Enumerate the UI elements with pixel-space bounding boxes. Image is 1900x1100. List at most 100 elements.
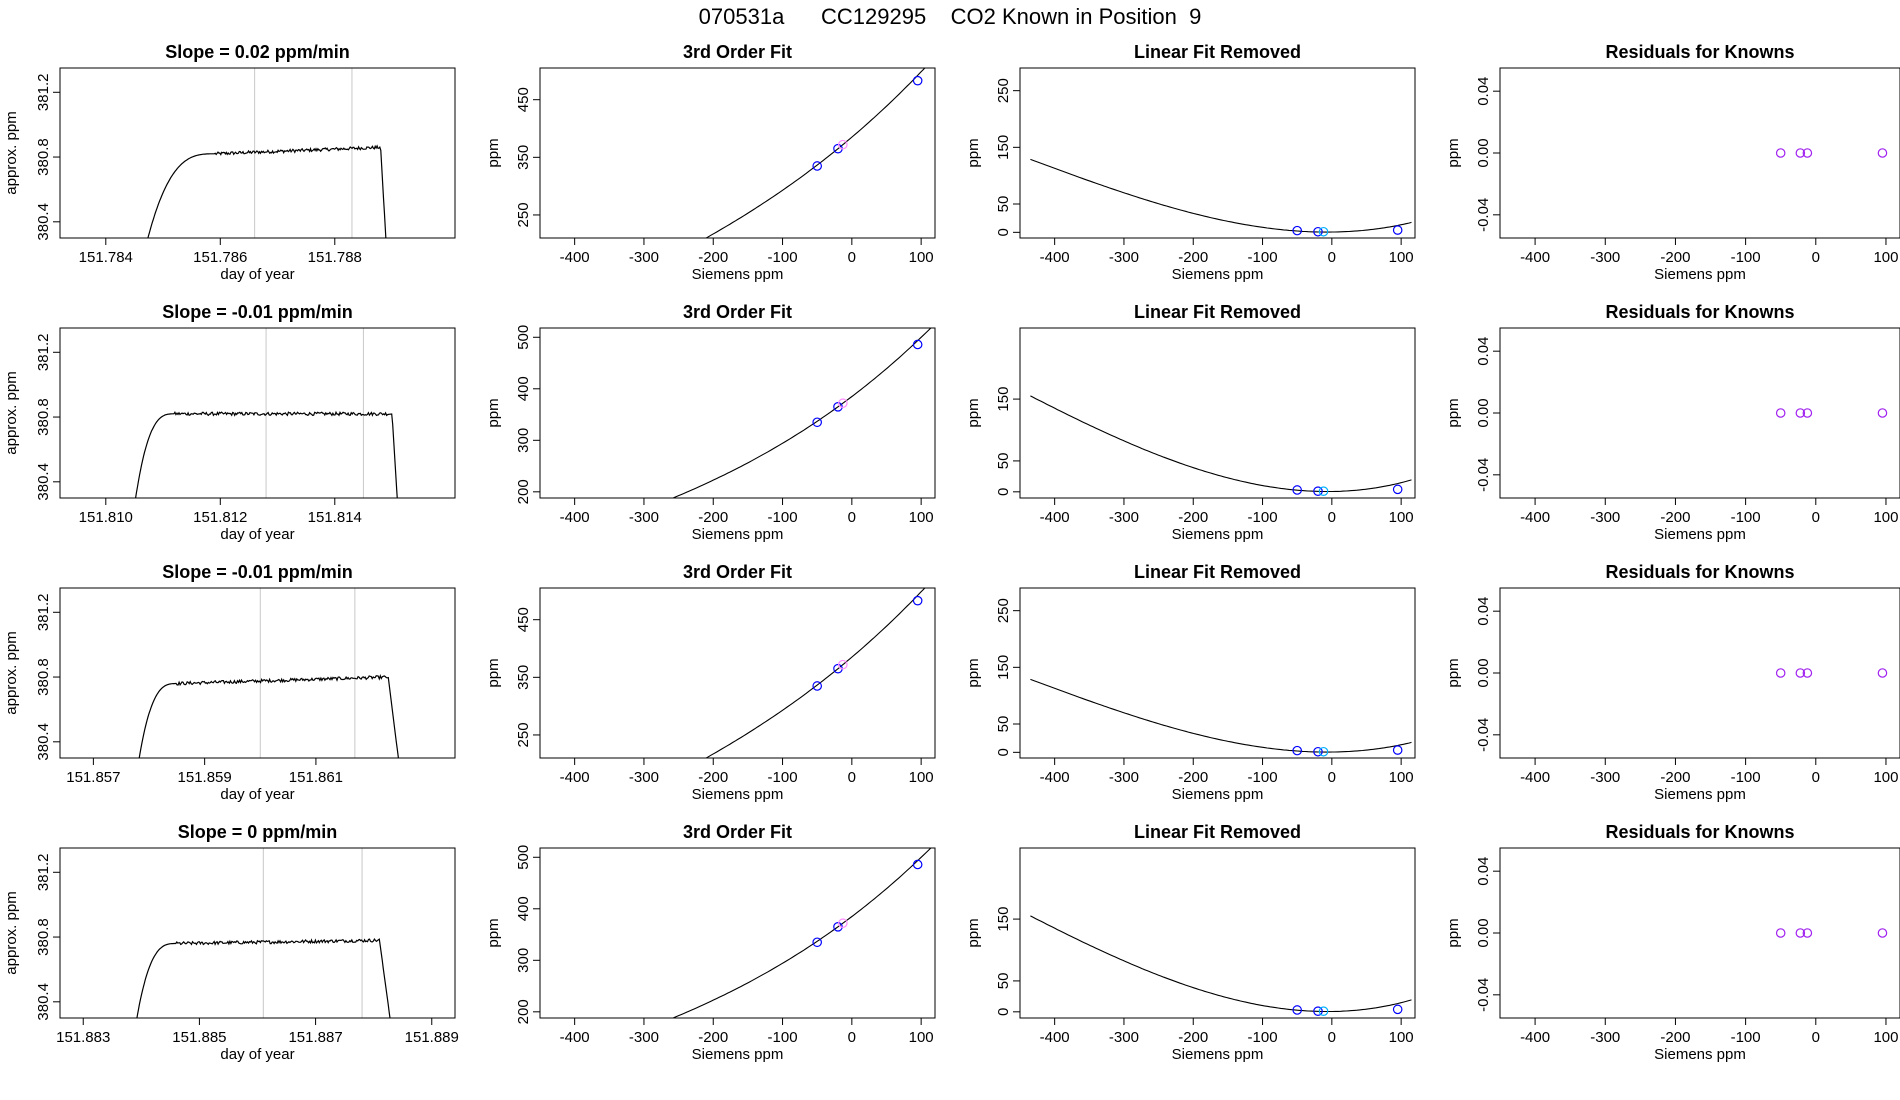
x-tick-label: 0 — [1812, 1029, 1820, 1046]
x-tick-label: 0 — [1328, 249, 1336, 266]
y-axis-label: ppm — [485, 138, 502, 167]
panel-data — [1030, 678, 1412, 757]
data-point-1 — [1795, 668, 1806, 678]
y-tick-label: 200 — [515, 999, 532, 1024]
x-tick-label: -200 — [1178, 249, 1208, 266]
x-tick-label: -200 — [1660, 1029, 1690, 1046]
panel-data — [134, 328, 398, 498]
data-point-3 — [1392, 484, 1403, 495]
x-axis-label: Siemens ppm — [1654, 266, 1746, 283]
x-axis-label: Siemens ppm — [1172, 526, 1264, 543]
y-tick-label: 50 — [995, 716, 1012, 733]
y-tick-label: 381.2 — [35, 74, 52, 112]
y-tick-label: 0 — [995, 1008, 1012, 1016]
y-tick-label: 381.2 — [35, 334, 52, 372]
y-tick-label: 200 — [515, 479, 532, 504]
data-point-0 — [812, 161, 822, 171]
y-tick-label: 350 — [515, 145, 532, 170]
x-tick-label: 100 — [1389, 509, 1414, 526]
data-point-0 — [1292, 485, 1302, 495]
data-point-0 — [1775, 928, 1786, 938]
y-tick-label: -0.04 — [1475, 978, 1492, 1012]
panel-data — [1775, 148, 1888, 158]
y-tick-label: 0.00 — [1475, 658, 1492, 687]
data-point-3 — [1392, 225, 1403, 235]
panel-data — [147, 68, 387, 238]
x-tick-label: -400 — [560, 509, 590, 526]
panel-r3-c1: 3rd Order Fit -400 -300 -200 -100 0 100 Siemens… — [485, 822, 936, 1063]
fit-curve — [705, 588, 926, 758]
data-point-2 — [1318, 1006, 1329, 1016]
panel-frame — [1019, 67, 1416, 239]
panel-data — [1775, 668, 1888, 678]
data-point-2 — [1318, 226, 1329, 237]
x-tick-label: -100 — [1248, 1029, 1278, 1046]
x-tick-label: -400 — [560, 769, 590, 786]
panel-title: 3rd Order Fit — [683, 302, 792, 322]
data-point-1 — [1313, 746, 1323, 757]
data-point-2 — [1318, 486, 1329, 496]
panel-data — [136, 848, 391, 1018]
data-point-3 — [1877, 148, 1888, 158]
panel-frame — [1019, 327, 1416, 499]
x-tick-label: 0 — [1812, 769, 1820, 786]
y-tick-label: 150 — [995, 655, 1012, 680]
y-axis-label: ppm — [485, 658, 502, 687]
y-tick-label: 0.00 — [1475, 138, 1492, 167]
data-point-0 — [1292, 1005, 1302, 1015]
panel-frame — [539, 587, 936, 759]
x-tick-label: 151.861 — [289, 769, 343, 786]
x-tick-label: 100 — [909, 769, 934, 786]
data-point-2 — [838, 398, 848, 409]
y-tick-label: 0.00 — [1475, 918, 1492, 947]
data-point-0 — [1292, 745, 1302, 756]
y-tick-label: 500 — [515, 845, 532, 870]
x-tick-label: 100 — [909, 249, 934, 266]
data-point-0 — [1775, 148, 1786, 158]
y-tick-label: 380.8 — [35, 138, 52, 176]
panel-frame — [1499, 67, 1900, 239]
data-point-3 — [912, 75, 923, 86]
data-point-1 — [1313, 226, 1323, 237]
panel-frame — [59, 847, 456, 1019]
panel-r2-c2: Linear Fit Removed -400 -300 -200 -100 0 100 Si… — [965, 562, 1416, 803]
x-tick-label: 100 — [1389, 249, 1414, 266]
x-tick-label: -100 — [1248, 509, 1278, 526]
x-tick-label: -100 — [768, 1029, 798, 1046]
panel-frame — [1019, 847, 1416, 1019]
x-tick-label: -100 — [768, 249, 798, 266]
panel-r3-c0: Slope = 0 ppm/min 151.883 151.885 151.887 15… — [3, 822, 459, 1063]
panel-r1-c3: Residuals for Knowns -400 -300 -200 -100 0 100… — [1445, 302, 1900, 543]
y-tick-label: 0.04 — [1475, 597, 1492, 626]
panel-title: 3rd Order Fit — [683, 42, 792, 62]
y-tick-label: 0.00 — [1475, 398, 1492, 427]
y-tick-label: -0.04 — [1475, 458, 1492, 492]
x-tick-label: -400 — [560, 1029, 590, 1046]
y-tick-label: 0.04 — [1475, 857, 1492, 886]
panel-title: Slope = 0.02 ppm/min — [165, 42, 350, 62]
panel-data — [705, 68, 926, 238]
panel-r0-c3: Residuals for Knowns -400 -300 -200 -100 0 100… — [1445, 42, 1900, 283]
panel-r1-c0: Slope = -0.01 ppm/min 151.810 151.812 151.8… — [3, 302, 456, 543]
y-axis-label: ppm — [1445, 918, 1462, 947]
x-tick-label: 151.784 — [79, 249, 133, 266]
y-tick-label: 381.2 — [35, 854, 52, 892]
panel-frame — [59, 587, 456, 759]
x-tick-label: -200 — [698, 1029, 728, 1046]
panel-data — [1030, 395, 1412, 496]
x-tick-label: -400 — [1520, 249, 1550, 266]
x-axis-label: Siemens ppm — [1172, 786, 1264, 803]
x-tick-label: 0 — [1328, 1029, 1336, 1046]
y-tick-label: 380.4 — [35, 983, 52, 1021]
data-point-2 — [1802, 148, 1813, 158]
panel-title: Slope = -0.01 ppm/min — [162, 562, 353, 582]
x-tick-label: 0 — [848, 249, 856, 266]
y-tick-label: 450 — [515, 607, 532, 632]
fit-curve — [1030, 395, 1412, 493]
y-tick-label: 250 — [995, 78, 1012, 103]
x-tick-label: 151.788 — [308, 249, 362, 266]
fit-curve — [1030, 915, 1412, 1013]
panel-title: Residuals for Knowns — [1605, 42, 1794, 62]
x-axis-label: Siemens ppm — [1654, 1046, 1746, 1063]
